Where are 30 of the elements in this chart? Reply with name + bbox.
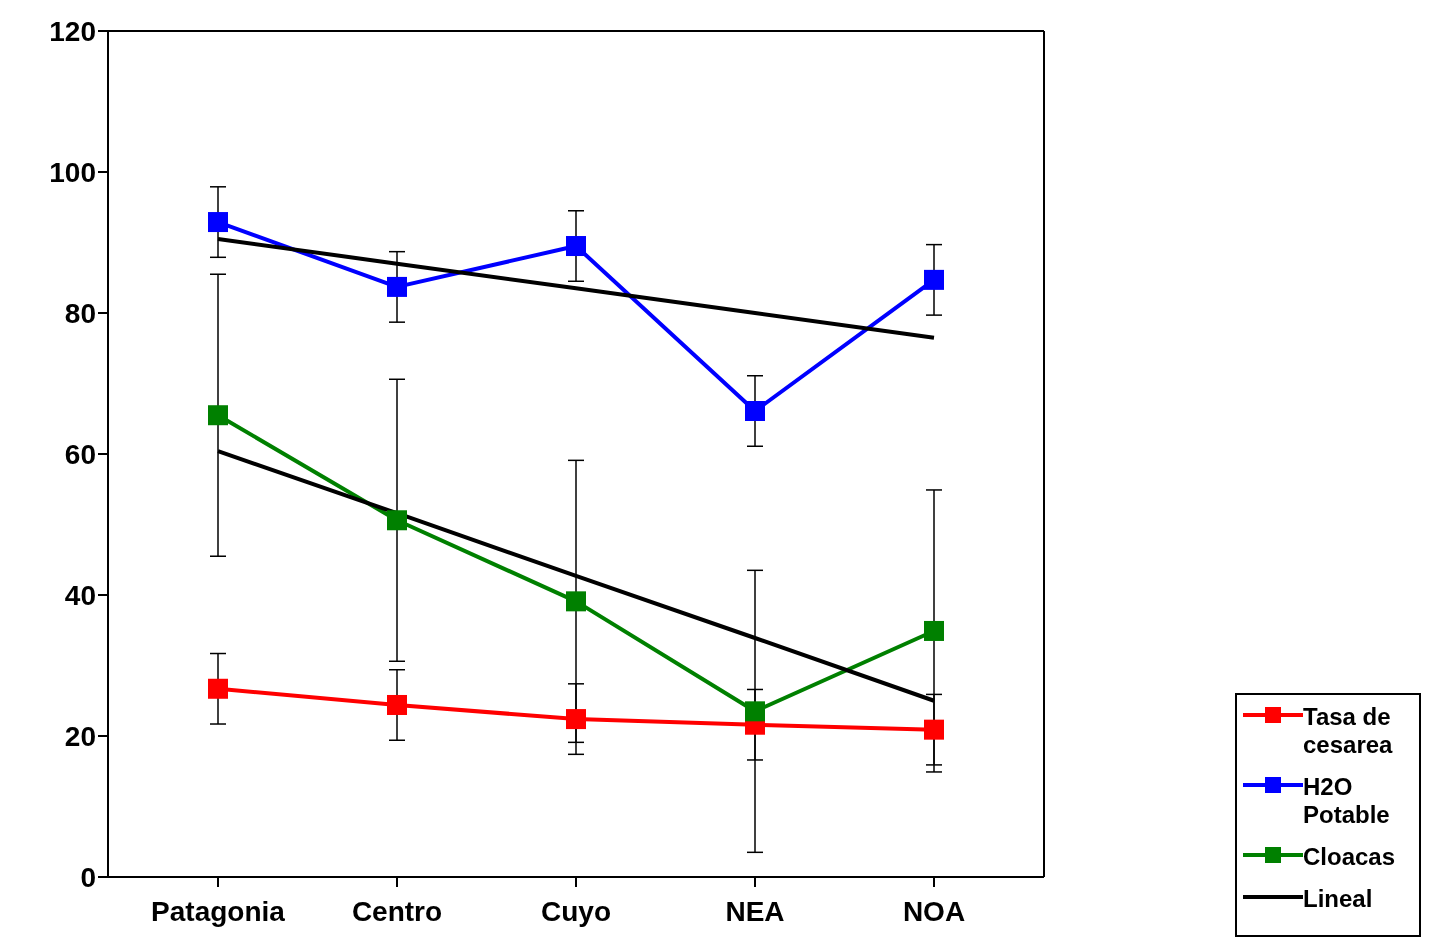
point: [208, 678, 228, 699]
point: [387, 276, 407, 297]
point: [208, 405, 228, 426]
legend-label: Lineal: [1303, 885, 1373, 913]
y-tick-label: 120: [49, 15, 96, 47]
point: [566, 591, 586, 612]
point: [924, 620, 944, 641]
point: [208, 212, 228, 233]
point: [566, 236, 586, 257]
y-tick-label: 80: [64, 297, 96, 329]
y-tick-label: 60: [64, 438, 96, 470]
legend-label: H2O Potable: [1303, 773, 1391, 829]
point: [924, 719, 944, 740]
x-tick-label: NOA: [902, 895, 966, 927]
y-tick-label: 100: [49, 156, 96, 188]
x-tick-label: Cuyo: [541, 895, 611, 927]
y-tick-label: 40: [64, 579, 96, 611]
legend-label: Cloacas: [1303, 843, 1396, 871]
point: [387, 510, 407, 531]
point: [387, 694, 407, 715]
point: [924, 269, 944, 290]
y-tick-label: 20: [64, 720, 96, 752]
point: [745, 701, 765, 722]
x-tick-label: Patagonia: [151, 895, 286, 927]
x-tick-label: NEA: [725, 895, 785, 927]
y-tick-label: 0: [80, 861, 96, 893]
point: [566, 709, 586, 730]
legend-label: Tasa de cesarea: [1303, 703, 1394, 759]
x-tick-label: Centro: [351, 895, 443, 927]
point: [745, 401, 765, 421]
